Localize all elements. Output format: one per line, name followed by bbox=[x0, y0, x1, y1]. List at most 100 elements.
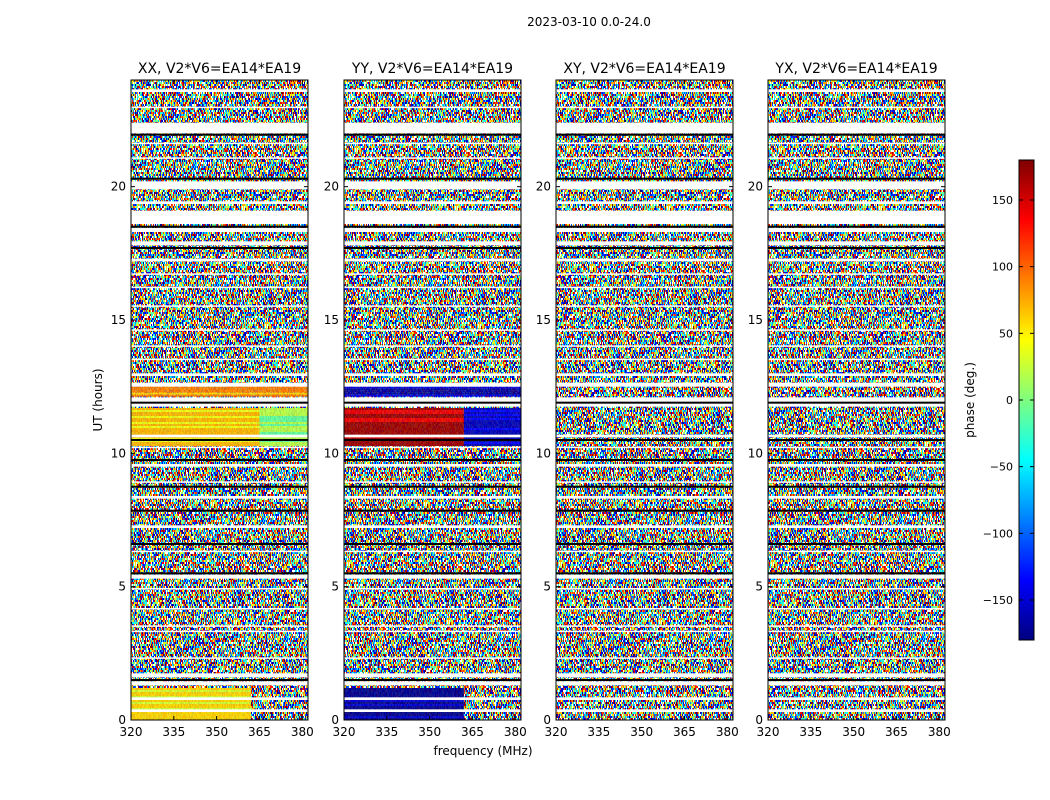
flagged-band bbox=[768, 373, 945, 376]
scan-gap-line bbox=[344, 485, 521, 488]
scan-gap-line bbox=[344, 543, 521, 545]
flagged-band bbox=[556, 608, 733, 610]
colorbar-tick-label: −50 bbox=[990, 461, 1013, 474]
flagged-band bbox=[344, 106, 521, 109]
y-axis-label: UT (hours) bbox=[91, 368, 105, 431]
y-tick-label: 20 bbox=[111, 180, 126, 194]
flagged-band bbox=[131, 210, 308, 224]
flagged-band bbox=[131, 434, 308, 438]
panel-yx: YX, V2*V6=EA14*EA19 320 335 350 365 380 0 5 10 15… bbox=[748, 61, 951, 739]
flagged-band bbox=[131, 228, 308, 232]
scan-gap-line bbox=[131, 459, 308, 461]
flagged-band bbox=[131, 106, 308, 109]
flagged-band bbox=[344, 588, 521, 590]
y-tick-label: 20 bbox=[748, 180, 763, 194]
panel-plot-area bbox=[768, 80, 945, 720]
flagged-band bbox=[131, 608, 308, 610]
flagged-band bbox=[556, 273, 733, 275]
scan-gap-line bbox=[344, 401, 521, 404]
scan-gap-line bbox=[556, 509, 733, 512]
flagged-band bbox=[131, 241, 308, 246]
flagged-band bbox=[131, 122, 308, 134]
flagged-band bbox=[344, 464, 521, 467]
flagged-band bbox=[768, 608, 945, 610]
scan-gap-line bbox=[131, 133, 308, 136]
flagged-band bbox=[344, 273, 521, 275]
y-tick-label: 5 bbox=[118, 580, 126, 594]
figure-suptitle: 2023-03-10 0.0-24.0 bbox=[527, 15, 651, 29]
flagged-band bbox=[556, 525, 733, 528]
flagged-band bbox=[768, 157, 945, 159]
flagged-band bbox=[768, 181, 945, 190]
flagged-band bbox=[556, 681, 733, 686]
scan-gap-line bbox=[344, 439, 521, 441]
flagged-band bbox=[131, 681, 308, 686]
flagged-band bbox=[768, 273, 945, 275]
x-tick-label: 365 bbox=[885, 725, 908, 739]
flagged-band bbox=[556, 673, 733, 678]
panel-title: XY, V2*V6=EA14*EA19 bbox=[563, 61, 725, 77]
coherent-region bbox=[344, 386, 521, 397]
flagged-band bbox=[768, 550, 945, 553]
panel-xx: XX, V2*V6=EA14*EA19 320 335 350 365 380 0 5 10 15… bbox=[111, 61, 314, 739]
flagged-band bbox=[131, 181, 308, 190]
flagged-band bbox=[344, 550, 521, 553]
scan-gap-line bbox=[556, 401, 733, 404]
flagged-band bbox=[556, 122, 733, 134]
flagged-band bbox=[768, 574, 945, 579]
flagged-band bbox=[344, 258, 521, 262]
flagged-band bbox=[131, 446, 308, 449]
panel-frame bbox=[343, 79, 522, 721]
flagged-band bbox=[768, 122, 945, 134]
flagged-band bbox=[131, 574, 308, 579]
flagged-band bbox=[556, 358, 733, 361]
flagged-band bbox=[768, 305, 945, 307]
flagged-band bbox=[131, 496, 308, 499]
flagged-band bbox=[344, 525, 521, 528]
scan-gap-line bbox=[131, 247, 308, 249]
scan-gap-line bbox=[131, 543, 308, 545]
panel-yy: YY, V2*V6=EA14*EA19 320 335 350 365 380 0 5 10 15… bbox=[324, 61, 527, 739]
x-tick-label: 380 bbox=[291, 725, 314, 739]
scan-gap-line bbox=[768, 459, 945, 461]
flagged-band bbox=[344, 608, 521, 610]
y-tick-label: 10 bbox=[536, 446, 551, 460]
scan-gap-line bbox=[768, 133, 945, 136]
flagged-band bbox=[556, 89, 733, 92]
flagged-band bbox=[131, 550, 308, 553]
flagged-band bbox=[131, 588, 308, 590]
flagged-band bbox=[131, 630, 308, 633]
colorbar-tick-label: 0 bbox=[1006, 394, 1013, 407]
panel-plot-area bbox=[556, 80, 733, 720]
scan-gap-line bbox=[556, 225, 733, 228]
flagged-band bbox=[556, 210, 733, 224]
x-tick-label: 320 bbox=[120, 725, 143, 739]
flagged-band bbox=[768, 258, 945, 262]
flagged-band bbox=[768, 106, 945, 109]
flagged-band bbox=[556, 550, 733, 553]
panels-group: XX, V2*V6=EA14*EA19 320 335 350 365 380 0 5 10 15… bbox=[111, 61, 951, 739]
x-tick-label: 335 bbox=[799, 725, 822, 739]
flagged-band bbox=[344, 89, 521, 92]
flagged-band bbox=[344, 382, 521, 387]
panel-xy: XY, V2*V6=EA14*EA19 320 335 350 365 380 0 5 10 15… bbox=[536, 61, 739, 739]
flagged-band bbox=[344, 373, 521, 376]
flagged-band bbox=[556, 286, 733, 289]
flagged-band bbox=[344, 286, 521, 289]
flagged-band bbox=[768, 588, 945, 590]
flagged-band bbox=[556, 345, 733, 347]
panel-title: YY, V2*V6=EA14*EA19 bbox=[351, 61, 513, 77]
x-tick-label: 380 bbox=[716, 725, 739, 739]
scan-gap-line bbox=[131, 509, 308, 512]
flagged-band bbox=[556, 574, 733, 579]
flagged-band bbox=[768, 142, 945, 145]
y-tick-label: 15 bbox=[748, 313, 763, 327]
flagged-band bbox=[344, 673, 521, 678]
flagged-band bbox=[344, 697, 521, 700]
x-tick-label: 320 bbox=[757, 725, 780, 739]
flagged-band bbox=[768, 329, 945, 331]
scan-gap-line bbox=[768, 679, 945, 681]
y-tick-label: 20 bbox=[536, 180, 551, 194]
flagged-band bbox=[768, 241, 945, 246]
panel-plot-area bbox=[131, 80, 308, 720]
